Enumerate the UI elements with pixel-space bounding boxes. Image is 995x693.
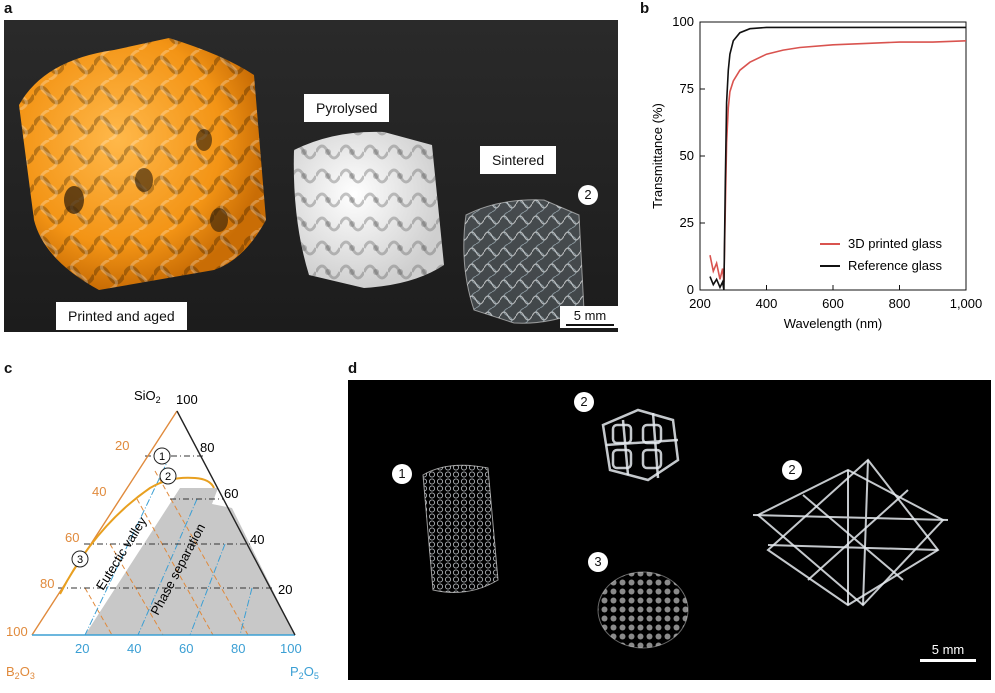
right-tick-80: 80	[200, 440, 214, 455]
marker-1-panel-d: 1	[392, 464, 412, 484]
left-tick-80: 80	[40, 576, 54, 591]
sintered-cube	[463, 199, 585, 324]
y-tick-label: 100	[672, 14, 694, 29]
scale-bar-a-line	[566, 324, 614, 326]
left-tick-40: 40	[92, 484, 106, 499]
b2o3-sub1: 2	[15, 671, 20, 681]
corner-p2o5-label: P2O5	[290, 664, 319, 681]
panel-b-letter: b	[640, 0, 650, 17]
y-tick-label: 75	[680, 81, 694, 96]
marker-2-ternary: 2	[159, 467, 177, 485]
right-tick-20: 20	[278, 582, 292, 597]
grid-blue-3	[189, 543, 226, 636]
legend-label-0: 3D printed glass	[848, 236, 942, 251]
y-tick-label: 25	[680, 215, 694, 230]
p2o5-o: O	[304, 664, 314, 679]
bottom-tick-20: 20	[75, 641, 89, 656]
b2o3-b: B	[6, 664, 15, 679]
bottom-tick-100: 100	[280, 641, 302, 656]
pyrolysed-cube	[293, 131, 444, 288]
scale-bar-d-line	[920, 659, 976, 662]
chart-series	[709, 26, 967, 291]
triangle-right-edge	[176, 410, 296, 636]
label-sintered: Sintered	[480, 146, 557, 174]
marker-1-ternary-text: 1	[159, 451, 165, 463]
left-tick-60: 60	[65, 530, 79, 545]
scale-bar-d: 5 mm	[920, 642, 976, 662]
transmittance-chart: 200 400 600 800 1,000 0 25 50 75 100 Wavelength (n…	[650, 14, 982, 331]
marker-2-panel-d-star: 2	[782, 460, 802, 480]
grid-orange-2	[136, 498, 214, 636]
panel-d-photo: 1 2 2 3 5 mm	[348, 380, 991, 680]
grid-orange-4	[84, 587, 113, 636]
marker-2-ternary-text: 2	[165, 471, 171, 483]
corner-b2o3-label: B2O3	[6, 664, 35, 681]
eutectic-curve	[59, 476, 215, 595]
scale-bar-a: 5 mm	[560, 306, 618, 328]
phase-separation-region	[85, 488, 295, 635]
marker-2-panel-d-small: 2	[574, 392, 594, 412]
x-tick-label: 800	[889, 296, 911, 311]
grid-blue-4	[239, 587, 253, 636]
sample-2-lattice	[601, 408, 680, 482]
marker-3-ternary: 3	[71, 550, 89, 568]
label-pyrolysed: Pyrolysed	[304, 94, 390, 122]
marker-2-panel-a: 2	[578, 185, 598, 205]
p2o5-sub2: 5	[314, 671, 319, 681]
right-tick-60: 60	[224, 486, 238, 501]
panel-d-letter: d	[348, 360, 358, 377]
bottom-tick-80: 80	[231, 641, 245, 656]
scale-bar-a-label: 5 mm	[573, 308, 607, 323]
x-tick-label: 200	[689, 296, 711, 311]
scale-bar-d-label: 5 mm	[931, 642, 965, 657]
apex-sio2-main: SiO	[134, 388, 156, 403]
y-tick-label: 0	[687, 282, 694, 297]
legend-label-1: Reference glass	[848, 258, 942, 273]
panel-a-letter: a	[4, 0, 13, 17]
b2o3-sub2: 3	[30, 671, 35, 681]
label-printed-and-aged: Printed and aged	[56, 302, 187, 330]
left-tick-100: 100	[6, 624, 28, 639]
sample-1-cylinder	[422, 464, 499, 593]
panel-d-illustration	[422, 408, 949, 649]
marker-3-panel-d: 3	[588, 552, 608, 572]
grid-blue-2	[137, 498, 198, 636]
sample-3-cluster	[597, 571, 689, 649]
bottom-tick-40: 40	[127, 641, 141, 656]
x-axis-label: Wavelength (nm)	[784, 316, 883, 331]
chart-axes: 200 400 600 800 1,000 0 25 50 75 100 Wavelength (n…	[650, 14, 982, 331]
y-axis-label: Transmittance (%)	[650, 103, 665, 209]
series-line-1	[709, 26, 966, 291]
sample-2-star	[752, 458, 949, 607]
printed-cube	[19, 38, 266, 290]
bottom-tick-60: 60	[179, 641, 193, 656]
b2o3-o: O	[20, 664, 30, 679]
p2o5-p: P	[290, 664, 299, 679]
marker-1-ternary: 1	[153, 447, 171, 465]
triangle-left-edge	[31, 410, 178, 636]
panel-c-letter: c	[4, 360, 13, 377]
left-tick-20: 20	[115, 438, 129, 453]
grid-orange-3	[109, 543, 164, 636]
panel-a-illustration	[19, 38, 585, 324]
x-tick-label: 600	[822, 296, 844, 311]
right-tick-100: 100	[176, 392, 198, 407]
ternary-diagram: Eutectic valley Phase separation 1 2 3 S…	[6, 388, 319, 681]
panel-a-photo: Printed and aged Pyrolysed Sintered 2 5 …	[4, 20, 618, 332]
x-tick-label: 1,000	[950, 296, 983, 311]
apex-sio2-label: SiO2	[134, 388, 161, 405]
apex-sio2-sub: 2	[156, 395, 161, 405]
p2o5-sub1: 2	[299, 671, 304, 681]
series-line-0	[709, 40, 967, 283]
chart-legend: 3D printed glass Reference glass	[820, 236, 942, 273]
y-tick-label: 50	[680, 148, 694, 163]
right-tick-40: 40	[250, 532, 264, 547]
x-tick-label: 400	[756, 296, 778, 311]
marker-3-ternary-text: 3	[77, 554, 83, 566]
